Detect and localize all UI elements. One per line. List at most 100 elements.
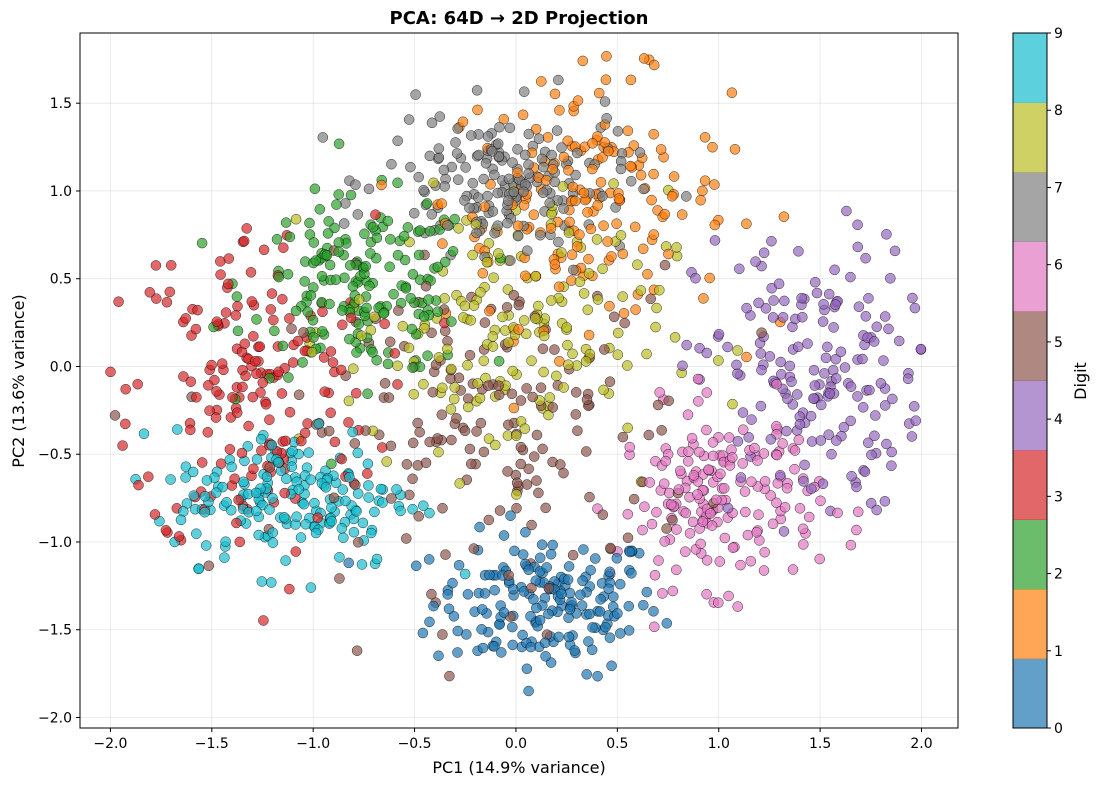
scatter-point-digit-4 [881, 229, 892, 240]
scatter-point-digit-7 [442, 220, 453, 231]
scatter-point-digit-7 [558, 203, 569, 214]
scatter-point-digit-5 [444, 670, 455, 682]
scatter-point-digit-9 [188, 490, 200, 501]
scatter-point-digit-5 [652, 399, 664, 411]
scatter-point-digit-8 [727, 398, 738, 410]
scatter-point-digit-8 [598, 384, 609, 396]
scatter-point-digit-3 [232, 301, 243, 312]
scatter-point-digit-7 [482, 131, 494, 142]
scatter-point-digit-6 [771, 449, 783, 461]
scatter-point-digit-9 [391, 484, 402, 495]
scatter-point-digit-3 [312, 512, 324, 523]
scatter-point-digit-2 [432, 261, 444, 273]
scatter-point-digit-2 [269, 325, 280, 337]
scatter-point-digit-1 [528, 209, 540, 220]
scatter-point-digit-5 [756, 327, 767, 338]
colorbar-tick-label: 8 [1054, 103, 1063, 119]
colorbar-segment-7 [1013, 172, 1047, 242]
scatter-point-digit-4 [860, 311, 872, 322]
scatter-point-digit-5 [515, 458, 527, 470]
scatter-point-digit-6 [707, 450, 719, 462]
scatter-point-digit-3 [165, 260, 177, 271]
scatter-point-digit-8 [437, 382, 448, 394]
scatter-point-digit-4 [784, 360, 796, 372]
scatter-point-digit-7 [505, 255, 516, 266]
scatter-point-digit-1 [562, 135, 573, 147]
scatter-point-digit-1 [741, 351, 752, 363]
scatter-point-digit-9 [210, 487, 222, 498]
scatter-point-digit-4 [887, 393, 898, 405]
scatter-point-digit-2 [382, 215, 394, 227]
scatter-point-digit-4 [806, 483, 817, 494]
scatter-point-digit-6 [749, 442, 760, 454]
scatter-point-digit-5 [605, 542, 616, 554]
scatter-point-digit-5 [521, 479, 533, 490]
scatter-point-digit-6 [787, 564, 799, 575]
scatter-point-digit-9 [352, 447, 364, 459]
scatter-point-digit-6 [711, 494, 722, 506]
scatter-point-digit-8 [563, 227, 575, 238]
scatter-point-digit-9 [187, 466, 199, 478]
scatter-point-digit-9 [363, 492, 374, 503]
scatter-point-digit-2 [407, 269, 419, 280]
scatter-point-digit-6 [686, 432, 698, 444]
colorbar-segment-8 [1013, 102, 1047, 173]
scatter-point-digit-5 [323, 425, 335, 437]
scatter-point-digit-3 [254, 341, 266, 352]
scatter-point-digit-9 [251, 454, 263, 465]
scatter-point-digit-3 [133, 479, 144, 491]
scatter-point-digit-6 [746, 476, 757, 487]
scatter-point-digit-3 [192, 304, 203, 316]
scatter-point-digit-5 [453, 372, 465, 384]
scatter-point-digit-5 [468, 543, 480, 554]
scatter-point-digit-6 [758, 448, 770, 459]
scatter-point-digit-0 [523, 685, 534, 697]
scatter-point-digit-4 [886, 446, 897, 458]
scatter-point-digit-5 [328, 492, 340, 504]
scatter-point-digit-4 [817, 478, 829, 490]
scatter-point-digit-1 [436, 198, 447, 209]
scatter-point-digit-1 [582, 207, 593, 218]
scatter-point-digit-7 [452, 174, 464, 185]
scatter-point-digit-0 [507, 639, 518, 651]
y-tick-label: −1.0 [38, 535, 72, 551]
scatter-point-digit-6 [758, 565, 770, 576]
scatter-point-digit-6 [705, 508, 716, 519]
scatter-point-digit-3 [143, 471, 154, 482]
scatter-point-digit-9 [220, 536, 231, 547]
scatter-point-digit-0 [496, 647, 507, 658]
scatter-point-digit-5 [543, 582, 555, 594]
scatter-point-digit-4 [908, 401, 920, 412]
scatter-point-digit-4 [915, 343, 927, 355]
scatter-point-digit-2 [345, 189, 357, 201]
scatter-point-digit-3 [220, 307, 232, 318]
scatter-point-digit-5 [515, 441, 527, 453]
scatter-point-digit-4 [677, 360, 688, 372]
scatter-point-digit-0 [477, 604, 488, 615]
scatter-point-digit-8 [511, 489, 522, 500]
colorbar-label: Digit [1071, 362, 1090, 400]
scatter-point-digit-4 [713, 328, 725, 340]
scatter-point-digit-0 [604, 566, 615, 578]
scatter-point-digit-6 [759, 546, 770, 558]
scatter-point-digit-0 [498, 607, 510, 618]
scatter-point-digit-3 [362, 468, 373, 479]
scatter-point-digit-3 [335, 364, 347, 376]
scatter-point-digit-3 [224, 444, 236, 455]
scatter-point-digit-7 [512, 230, 524, 242]
scatter-point-digit-3 [248, 331, 259, 342]
scatter-point-digit-5 [465, 458, 477, 470]
scatter-point-digit-1 [648, 59, 660, 71]
scatter-point-digit-8 [397, 320, 409, 332]
scatter-point-digit-0 [545, 548, 557, 560]
scatter-point-digit-3 [266, 288, 278, 299]
scatter-point-digit-4 [835, 346, 847, 358]
scatter-point-digit-0 [575, 589, 586, 601]
scatter-point-digit-2 [384, 261, 395, 273]
scatter-point-digit-8 [612, 327, 624, 339]
scatter-point-digit-1 [570, 195, 581, 207]
scatter-point-digit-1 [646, 194, 657, 206]
scatter-point-digit-8 [490, 439, 501, 451]
scatter-point-digit-7 [487, 206, 499, 217]
scatter-point-digit-3 [105, 366, 116, 378]
